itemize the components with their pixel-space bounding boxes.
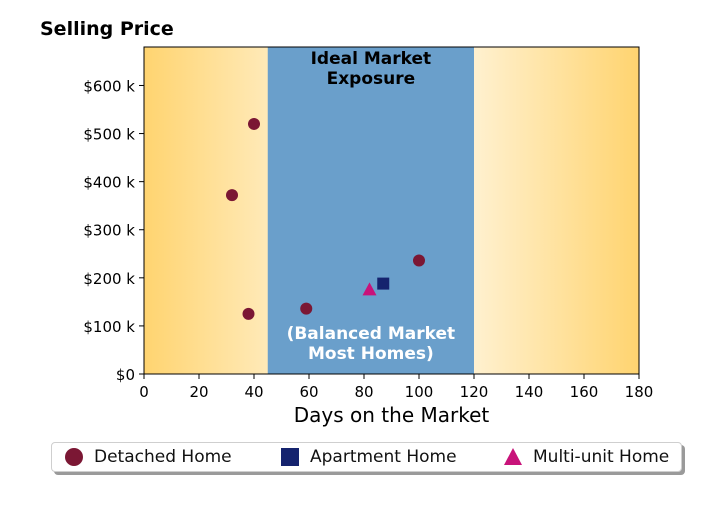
band-subtitle-line: (Balanced Market [287,324,456,344]
x-tick-label: 80 [354,383,373,401]
data-point-detached [226,189,238,202]
data-point-detached [413,254,425,267]
x-tick-label: 140 [515,383,544,401]
band-title-line: Ideal Market [311,49,432,69]
x-axis-label: Days on the Market [294,403,490,427]
square-marker-icon [280,447,300,467]
legend-item-apartment: Apartment Home [280,443,457,471]
data-point-apartment [377,277,390,290]
y-tick-label: $0 [116,366,135,384]
legend-label: Apartment Home [310,447,457,467]
y-tick-label: $500 k [83,126,135,144]
legend-label: Multi-unit Home [533,447,670,467]
x-tick-label: 100 [405,383,434,401]
y-tick-label: $600 k [83,77,135,95]
data-point-detached [248,117,260,130]
band-subtitle-line: Most Homes) [308,344,434,364]
data-point-detached [242,307,255,320]
x-tick-label: 40 [244,383,263,401]
legend-item-multiunit: Multi-unit Home [503,443,669,471]
x-tick-label: 160 [570,383,599,401]
data-point-detached [300,302,313,315]
x-tick-label: 0 [139,383,149,401]
band-title-line: Exposure [327,69,416,89]
legend-item-detached: Detached Home [64,443,232,471]
legend: Detached Home Apartment Home Multi-unit … [51,442,682,472]
chart-title: Selling Price [40,18,174,40]
data-point-multiunit [362,282,377,296]
y-tick-label: $300 k [83,222,135,240]
triangle-marker-icon [503,447,523,467]
x-tick-label: 120 [460,383,489,401]
x-tick-label: 60 [299,383,318,401]
y-tick-label: $200 k [83,270,135,288]
circle-marker-icon [64,447,84,467]
y-tick-label: $400 k [83,174,135,192]
x-tick-label: 20 [189,383,208,401]
legend-label: Detached Home [94,447,232,467]
y-tick-label: $100 k [83,318,135,336]
plot-frame [143,46,640,375]
ideal-exposure-band [267,47,474,374]
x-tick-label: 180 [625,383,654,401]
